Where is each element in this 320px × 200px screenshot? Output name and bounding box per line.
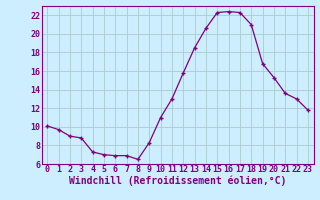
X-axis label: Windchill (Refroidissement éolien,°C): Windchill (Refroidissement éolien,°C) <box>69 176 286 186</box>
